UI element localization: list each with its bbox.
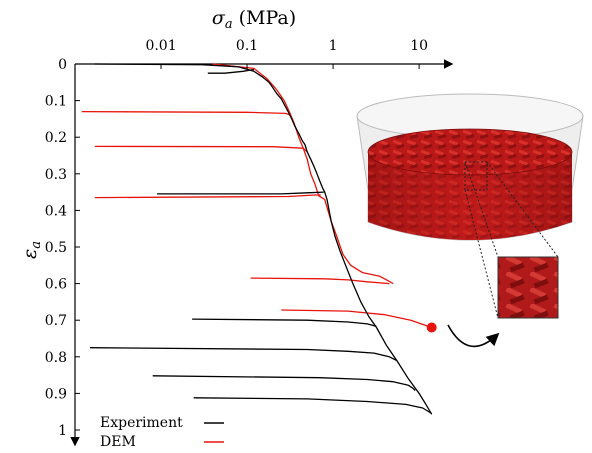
legend-label-dem: DEM <box>100 434 136 450</box>
dem-curve-2 <box>94 145 308 153</box>
experiment-curve-3 <box>192 318 377 328</box>
y-tick-label: 0.7 <box>45 313 67 329</box>
pointer-arrow <box>447 324 500 348</box>
x-tick-label: 0.1 <box>236 38 258 54</box>
y-tick-label: 1 <box>58 423 67 439</box>
zoom-inset <box>497 256 559 319</box>
highlight-marker <box>426 322 437 333</box>
dem-curve-4 <box>250 277 390 285</box>
y-tick-label: 0.8 <box>45 350 67 366</box>
ticks-layer: 0.01 0.1 1 10 0 0.1 0.2 0.3 0.4 0.5 0.6 0.7 0.8 0.9 1 <box>45 38 428 439</box>
y-tick-label: 0 <box>58 57 67 73</box>
y-tick-label: 0.3 <box>45 167 67 183</box>
experiment-curve-1 <box>207 68 255 74</box>
dem-curve-5 <box>281 309 432 329</box>
dem-curve-3 <box>94 194 321 199</box>
experiment-curve-5 <box>152 375 416 391</box>
y-tick-label: 0.6 <box>45 277 67 293</box>
experiment-curve-4 <box>90 347 398 362</box>
sample-illustration <box>356 93 584 348</box>
dem-curve-1 <box>81 110 291 116</box>
experiment-curve-6 <box>193 397 433 415</box>
x-tick-label: 10 <box>410 38 428 54</box>
dem-curve-0 <box>212 63 394 285</box>
legend-label-experiment: Experiment <box>100 415 183 431</box>
y-tick-label: 0.1 <box>45 94 67 110</box>
experiment-curve-0 <box>94 63 433 415</box>
experiment-curve-2 <box>157 191 324 195</box>
series-layer <box>81 63 437 415</box>
zoom-region <box>464 161 488 191</box>
x-axis-title: σa (MPa) <box>212 7 296 32</box>
granular-sample-top <box>367 128 573 176</box>
x-tick-label: 1 <box>329 38 338 54</box>
y-tick-label: 0.2 <box>45 130 67 146</box>
y-axis-title: εa <box>19 241 44 259</box>
y-tick-label: 0.9 <box>45 386 67 402</box>
legend: Experiment DEM <box>100 415 224 450</box>
x-tick-label: 0.01 <box>145 38 176 54</box>
y-tick-label: 0.5 <box>45 240 67 256</box>
y-tick-label: 0.4 <box>45 203 67 219</box>
